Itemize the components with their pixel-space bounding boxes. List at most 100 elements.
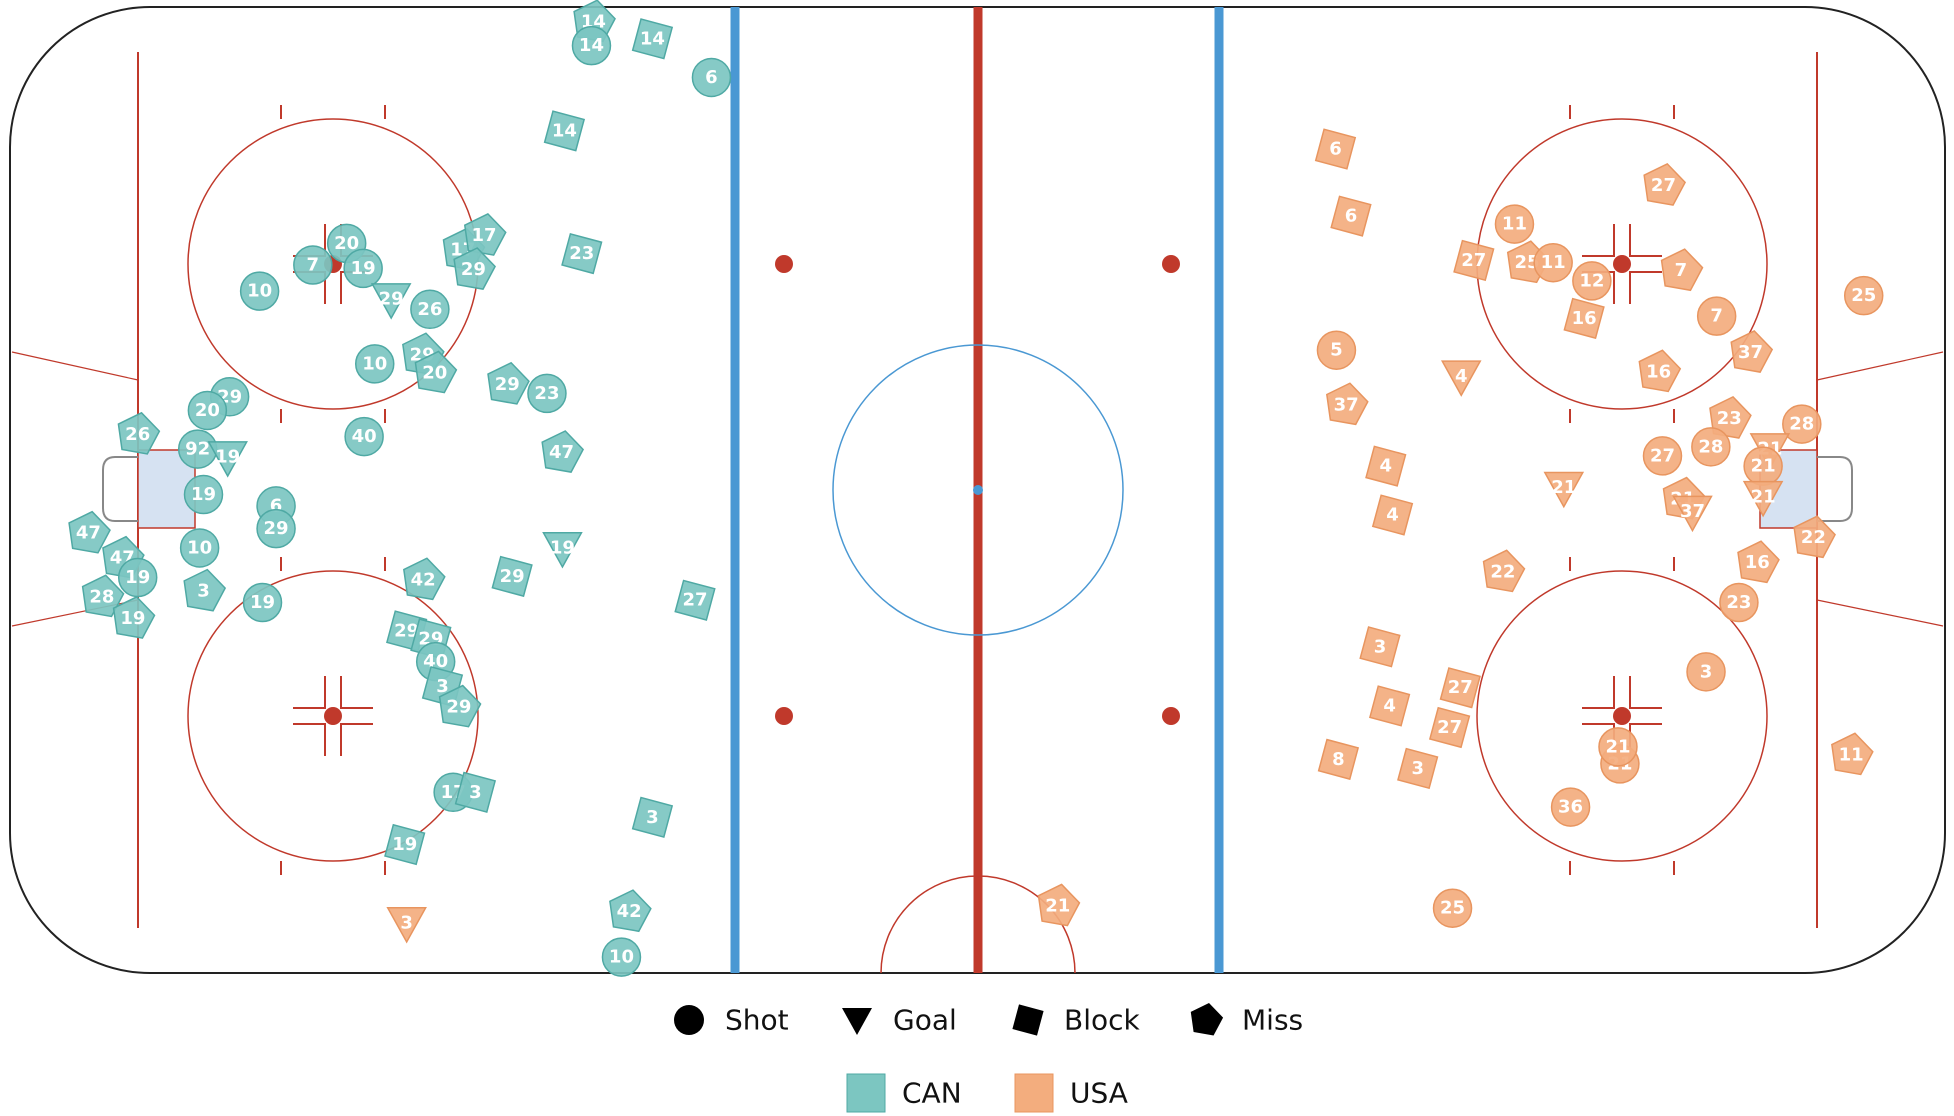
point-label: 19 [250, 592, 275, 613]
point [674, 579, 716, 621]
hash-marks [1569, 557, 1675, 875]
point-label: 25 [1440, 898, 1465, 919]
point [343, 248, 383, 289]
point-label: 37 [1680, 501, 1705, 522]
point [386, 907, 427, 944]
point [1643, 162, 1687, 206]
point-label: 7 [307, 254, 320, 275]
point [117, 411, 161, 455]
point-label: 3 [646, 807, 659, 828]
point-label: 6 [705, 67, 718, 88]
point [1686, 652, 1726, 692]
point-label: 37 [1738, 342, 1763, 363]
trapezoid [1816, 599, 1944, 627]
point-label: 19 [215, 447, 240, 468]
faceoff-dot [1613, 255, 1631, 273]
legend-item[interactable]: Shot [674, 1004, 789, 1037]
point-label: 42 [617, 901, 642, 922]
faceoff-dot [1162, 707, 1180, 725]
hash-marks [280, 557, 386, 875]
legend-item[interactable]: Miss [1190, 1003, 1303, 1037]
point [1432, 888, 1473, 928]
point [1428, 706, 1471, 749]
point-label: 21 [1045, 895, 1070, 916]
point-label: 10 [609, 947, 634, 968]
point [344, 416, 384, 457]
point [631, 18, 674, 60]
point-label: 16 [1646, 361, 1671, 382]
point-label: 19 [550, 537, 575, 558]
point [1638, 349, 1682, 393]
point-label: 29 [394, 620, 419, 641]
point-label: 11 [1839, 744, 1864, 765]
point-label: 4 [1383, 695, 1396, 716]
point [1660, 248, 1704, 292]
legend-item[interactable]: Block [1012, 1004, 1141, 1037]
point [1368, 685, 1411, 727]
point-label: 19 [125, 567, 150, 588]
point-label: 29 [446, 697, 471, 718]
point-label: 11 [1502, 214, 1527, 235]
faceoff-dot [775, 255, 793, 273]
point-label: 23 [1717, 408, 1742, 429]
point [1330, 195, 1372, 237]
point [354, 344, 395, 384]
point [1793, 515, 1836, 559]
point [1494, 204, 1535, 244]
faceoff-dot [1162, 255, 1180, 273]
trapezoid [1816, 351, 1944, 381]
point-label: 4 [1386, 505, 1399, 526]
point [1543, 471, 1585, 509]
point-label: 10 [362, 353, 387, 374]
point [410, 289, 450, 330]
center-circle [832, 344, 1124, 636]
point-label: 42 [411, 569, 436, 590]
point-label: 37 [1334, 394, 1359, 415]
point [1439, 667, 1481, 709]
point-label: 3 [1374, 636, 1387, 657]
point-label: 7 [1710, 306, 1723, 327]
point-label: 40 [352, 426, 377, 447]
legend-item[interactable]: Goal [842, 1004, 957, 1037]
point [631, 796, 674, 838]
legend-label: Block [1064, 1004, 1141, 1037]
faceoff-circle [1476, 570, 1768, 862]
point-label: 29 [461, 259, 486, 280]
point [561, 232, 603, 275]
legend-label: Goal [893, 1004, 957, 1037]
point [1314, 128, 1357, 170]
point-label: 10 [187, 537, 212, 558]
point-label: 47 [76, 523, 101, 544]
legend-label: Miss [1242, 1004, 1303, 1037]
point-label: 40 [423, 651, 448, 672]
point [1326, 382, 1369, 426]
point [1316, 330, 1357, 370]
point [609, 889, 652, 933]
point [1371, 494, 1414, 536]
point [1696, 296, 1737, 336]
point-label: 29 [379, 289, 404, 310]
point-label: 11 [1541, 252, 1566, 273]
point [541, 430, 585, 473]
rink [9, 6, 1946, 974]
net [102, 456, 138, 522]
center-dot [973, 485, 983, 495]
trapezoid [11, 351, 139, 381]
point [438, 684, 482, 728]
point-label: 29 [264, 518, 289, 539]
point-label: 21 [1751, 486, 1776, 507]
point-label: 14 [552, 120, 577, 141]
legend-item[interactable]: CAN [846, 1073, 962, 1113]
point [242, 582, 283, 623]
point-label: 28 [1698, 436, 1723, 457]
point-label: 27 [1437, 717, 1462, 738]
point-label: 16 [1572, 308, 1597, 329]
faceoff-dot [775, 707, 793, 725]
point [1572, 261, 1612, 301]
point [691, 57, 732, 98]
point-label: 4 [1380, 456, 1393, 477]
point [571, 25, 612, 66]
legend-label: CAN [902, 1077, 962, 1110]
legend-item[interactable]: USA [1014, 1073, 1128, 1113]
